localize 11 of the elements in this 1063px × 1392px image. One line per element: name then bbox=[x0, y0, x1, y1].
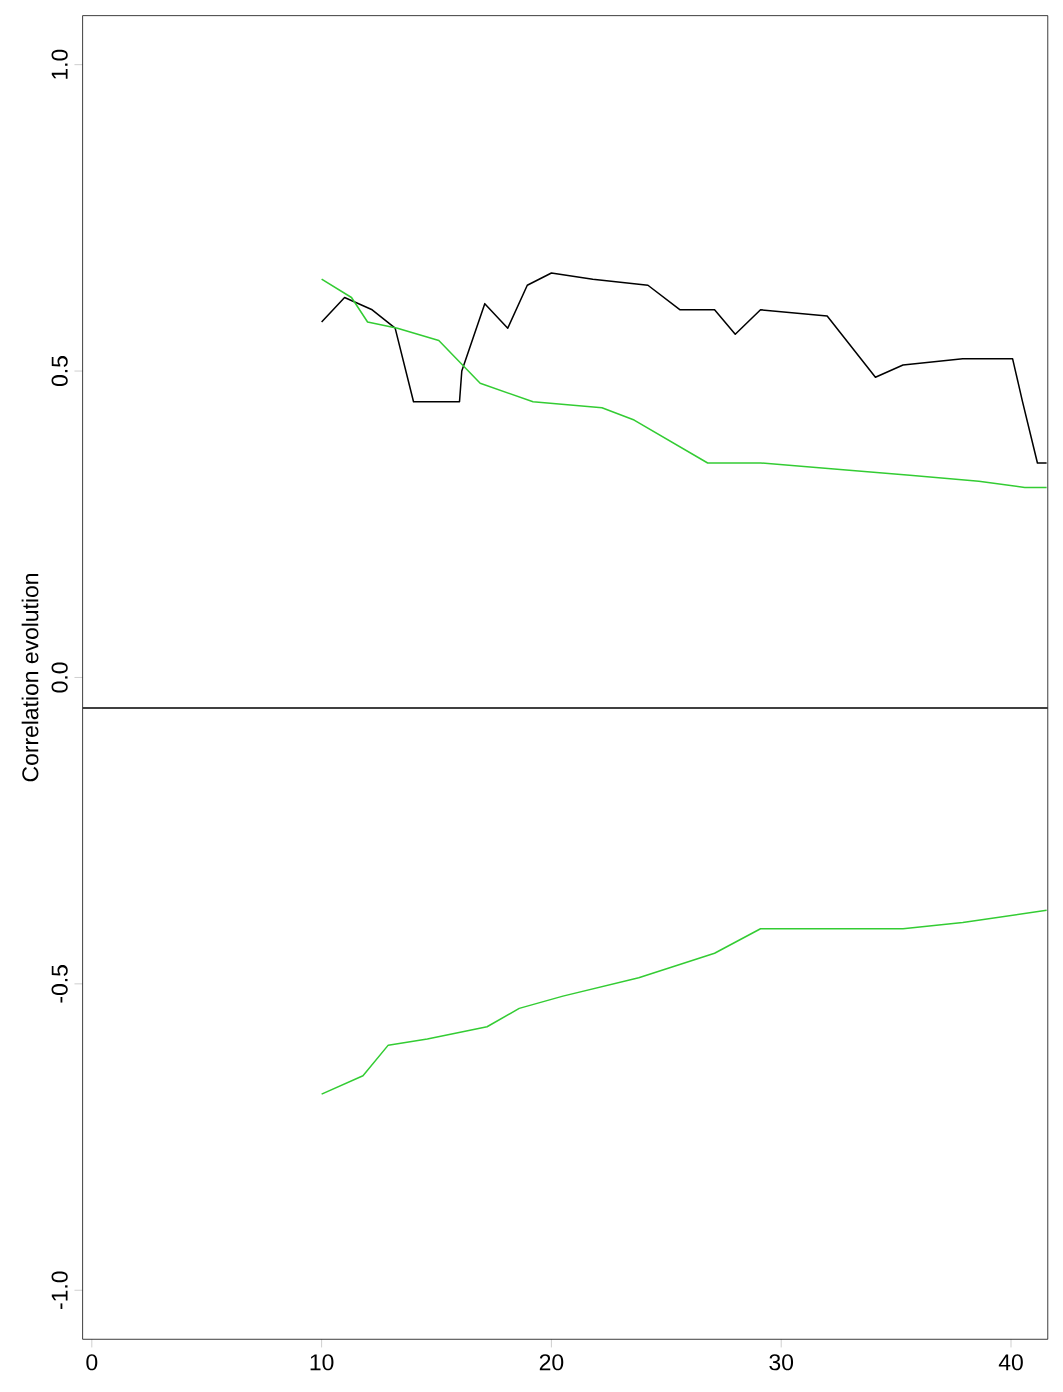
x-tick-label: 20 bbox=[539, 1354, 564, 1371]
y-tick-label: 1.0 bbox=[51, 49, 68, 79]
x-tick-label: 40 bbox=[998, 1354, 1023, 1371]
y-axis-title: Correlation evolution bbox=[21, 574, 39, 782]
x-tick-label: 0 bbox=[86, 1354, 98, 1371]
x-tick-label: 10 bbox=[310, 1354, 334, 1371]
y-tick-label: 0.0 bbox=[51, 662, 68, 693]
y-tick-label: -0.5 bbox=[51, 965, 68, 1003]
y-tick-label: -1.0 bbox=[51, 1271, 68, 1309]
y-tick-label: 0.5 bbox=[51, 356, 68, 387]
x-tick-label: 30 bbox=[769, 1354, 793, 1371]
